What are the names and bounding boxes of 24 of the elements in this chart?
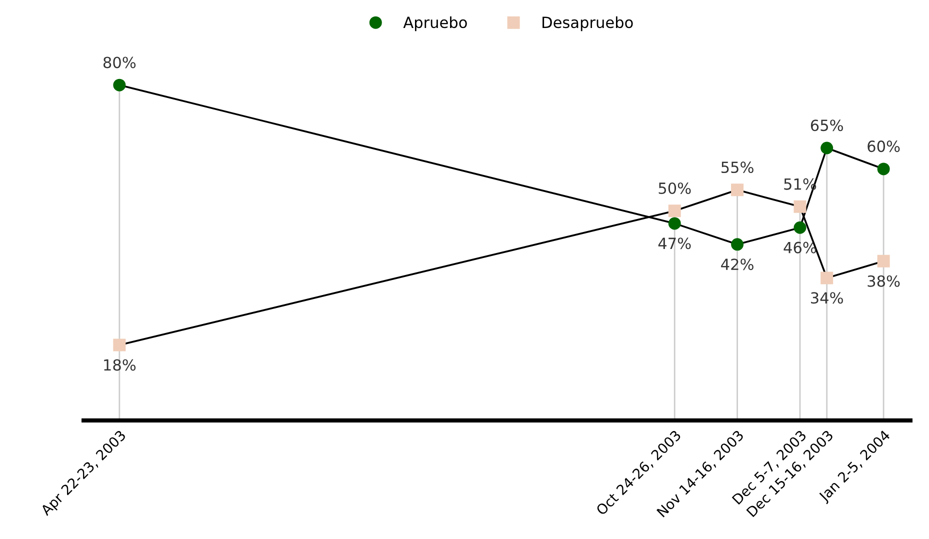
point: [731, 184, 744, 196]
point: [877, 254, 890, 268]
point: [794, 200, 806, 213]
data-label: 42%: [721, 258, 754, 270]
data-label: 65%: [810, 120, 843, 132]
point: [820, 142, 834, 154]
point: [113, 338, 126, 352]
point: [113, 78, 126, 92]
data-label: 50%: [658, 182, 691, 194]
point: [731, 238, 744, 251]
data-label: 55%: [722, 162, 754, 174]
point: [668, 217, 681, 230]
data-label: 34%: [811, 292, 843, 304]
point: [794, 221, 806, 234]
legend-label: Desapruebo: [542, 16, 633, 32]
point: [877, 162, 890, 176]
data-label: 80%: [103, 56, 136, 68]
legend-label: Apruebo: [403, 16, 467, 32]
point: [668, 204, 681, 218]
data-label: 38%: [868, 275, 900, 287]
data-label: 18%: [104, 359, 136, 371]
point: [820, 272, 834, 284]
data-label: 60%: [868, 140, 900, 152]
data-label: 47%: [658, 238, 691, 250]
